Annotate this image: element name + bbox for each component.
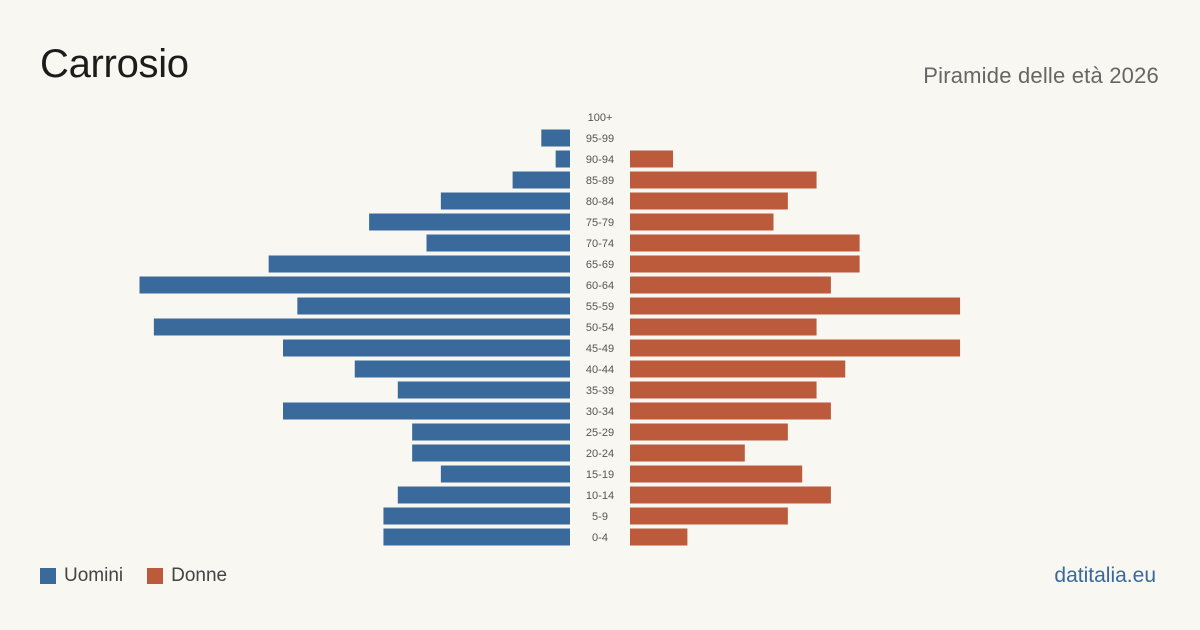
bar-men-20-24: [412, 444, 570, 462]
bar-men-15-19: [440, 465, 570, 483]
bar-men-25-29: [412, 423, 570, 441]
bar-women-70-74: [630, 234, 860, 252]
legend-swatch-women: [147, 568, 164, 584]
bar-men-50-54: [153, 318, 570, 336]
bar-women-75-79: [630, 213, 774, 231]
bar-men-95-99: [541, 129, 570, 147]
legend-item-men: Uomini: [40, 565, 123, 587]
bar-women-85-89: [630, 171, 817, 189]
age-label-0-4: 0-4: [592, 532, 608, 544]
bar-men-40-44: [354, 360, 570, 378]
age-label-25-29: 25-29: [586, 427, 614, 439]
bar-women-80-84: [630, 192, 788, 210]
age-label-55-59: 55-59: [586, 301, 614, 313]
bar-men-60-64: [139, 276, 570, 294]
legend-label-women: Donne: [171, 565, 228, 586]
bar-men-0-4: [383, 528, 570, 546]
bar-women-15-19: [630, 465, 803, 483]
bar-women-50-54: [630, 318, 817, 336]
legend-item-women: Donne: [147, 565, 227, 587]
bar-men-90-94: [555, 150, 570, 168]
bar-men-75-79: [369, 213, 570, 231]
bar-men-35-39: [397, 381, 570, 399]
bar-women-5-9: [630, 507, 788, 525]
age-label-85-89: 85-89: [586, 175, 614, 187]
bar-men-85-89: [512, 171, 570, 189]
page-title: Carrosio: [40, 42, 189, 86]
age-label-90-94: 90-94: [586, 154, 614, 166]
bar-women-10-14: [630, 486, 831, 504]
age-label-40-44: 40-44: [586, 364, 614, 376]
age-label-30-34: 30-34: [586, 406, 614, 418]
age-label-5-9: 5-9: [592, 511, 608, 523]
age-label-50-54: 50-54: [586, 322, 614, 334]
bar-women-90-94: [630, 150, 674, 168]
chart-legend: Uomini Donne: [40, 565, 251, 587]
age-label-65-69: 65-69: [586, 259, 614, 271]
age-label-80-84: 80-84: [586, 196, 614, 208]
bar-women-30-34: [630, 402, 831, 420]
chart-subtitle: Piramide delle età 2026: [923, 63, 1159, 88]
bar-women-40-44: [630, 360, 846, 378]
legend-label-men: Uomini: [64, 565, 124, 586]
bar-men-80-84: [440, 192, 570, 210]
age-label-35-39: 35-39: [586, 385, 614, 397]
bar-men-70-74: [426, 234, 570, 252]
age-label-60-64: 60-64: [586, 280, 614, 292]
bar-women-45-49: [630, 339, 961, 357]
bar-women-55-59: [630, 297, 961, 315]
brand-link[interactable]: datitalia.eu: [1054, 564, 1156, 587]
bar-men-10-14: [397, 486, 570, 504]
age-label-45-49: 45-49: [586, 343, 614, 355]
legend-swatch-men: [40, 568, 56, 584]
bar-men-45-49: [283, 339, 570, 357]
bar-women-35-39: [630, 381, 817, 399]
bar-women-65-69: [630, 255, 860, 273]
age-label-15-19: 15-19: [586, 469, 614, 481]
bar-women-60-64: [630, 276, 831, 294]
bar-men-30-34: [283, 402, 570, 420]
age-label-100plus: 100+: [588, 112, 613, 124]
bar-men-65-69: [268, 255, 570, 273]
age-label-70-74: 70-74: [586, 238, 614, 250]
bar-women-0-4: [630, 528, 688, 546]
age-label-20-24: 20-24: [586, 448, 614, 460]
bar-women-20-24: [630, 444, 745, 462]
age-label-95-99: 95-99: [586, 133, 614, 145]
age-label-75-79: 75-79: [586, 217, 614, 229]
bar-men-55-59: [297, 297, 570, 315]
age-label-10-14: 10-14: [586, 490, 614, 502]
bar-women-25-29: [630, 423, 788, 441]
bar-men-5-9: [383, 507, 570, 525]
